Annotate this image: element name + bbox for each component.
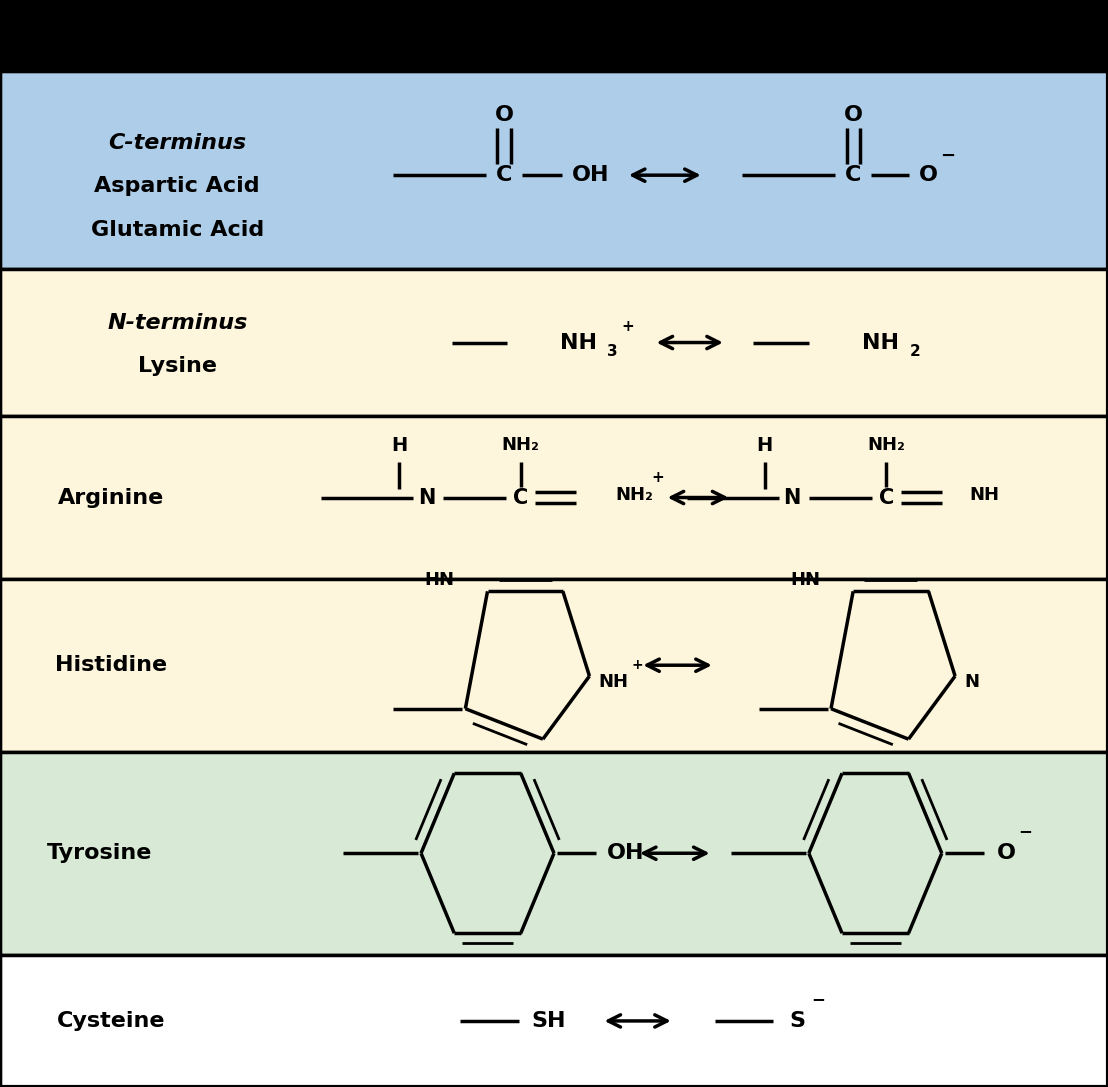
Text: −: −	[940, 147, 955, 164]
Bar	[0, 751, 1108, 954]
Text: NH: NH	[970, 486, 999, 504]
Text: Cysteine: Cysteine	[57, 1011, 165, 1030]
Text: S: S	[790, 1011, 806, 1030]
Text: Glutamic Acid: Glutamic Acid	[91, 220, 264, 239]
Text: HN: HN	[790, 572, 820, 589]
Text: Arginine: Arginine	[58, 488, 164, 508]
Text: N: N	[964, 673, 979, 690]
Bar	[0, 71, 1108, 268]
Text: Aspartic Acid: Aspartic Acid	[94, 176, 260, 196]
Bar	[0, 954, 1108, 1087]
Text: HN: HN	[424, 572, 454, 589]
Text: NH: NH	[560, 333, 596, 352]
Text: NH: NH	[862, 333, 899, 352]
Text: H: H	[391, 436, 407, 454]
Text: 2: 2	[910, 343, 921, 359]
Text: C: C	[513, 488, 529, 508]
Text: O: O	[996, 844, 1016, 863]
Text: N: N	[783, 488, 801, 508]
Text: C: C	[845, 165, 861, 185]
Text: Lysine: Lysine	[137, 357, 217, 376]
Text: O: O	[919, 165, 938, 185]
Text: C: C	[879, 488, 894, 508]
Text: NH₂: NH₂	[868, 436, 905, 454]
Bar	[0, 0, 1108, 71]
Text: O: O	[494, 105, 514, 125]
Text: +: +	[632, 659, 643, 672]
Text: Tyrosine: Tyrosine	[47, 844, 153, 863]
Text: +: +	[652, 471, 665, 486]
Text: NH: NH	[598, 673, 628, 690]
Text: NH₂: NH₂	[502, 436, 540, 454]
Bar	[0, 268, 1108, 416]
Text: N-terminus: N-terminus	[107, 313, 247, 333]
Text: C-terminus: C-terminus	[109, 133, 246, 152]
Text: H: H	[757, 436, 772, 454]
Text: OH: OH	[572, 165, 609, 185]
Bar	[0, 578, 1108, 751]
Text: C: C	[496, 165, 512, 185]
Text: SH: SH	[531, 1011, 566, 1030]
Text: O: O	[843, 105, 863, 125]
Text: N: N	[418, 488, 435, 508]
Text: +: +	[622, 318, 635, 334]
Text: NH₂: NH₂	[615, 486, 653, 504]
Text: 3: 3	[607, 343, 618, 359]
Text: OH: OH	[607, 844, 645, 863]
Text: Histidine: Histidine	[54, 655, 167, 675]
Text: −: −	[1018, 823, 1032, 840]
Text: −: −	[811, 990, 824, 1009]
Bar	[0, 416, 1108, 578]
